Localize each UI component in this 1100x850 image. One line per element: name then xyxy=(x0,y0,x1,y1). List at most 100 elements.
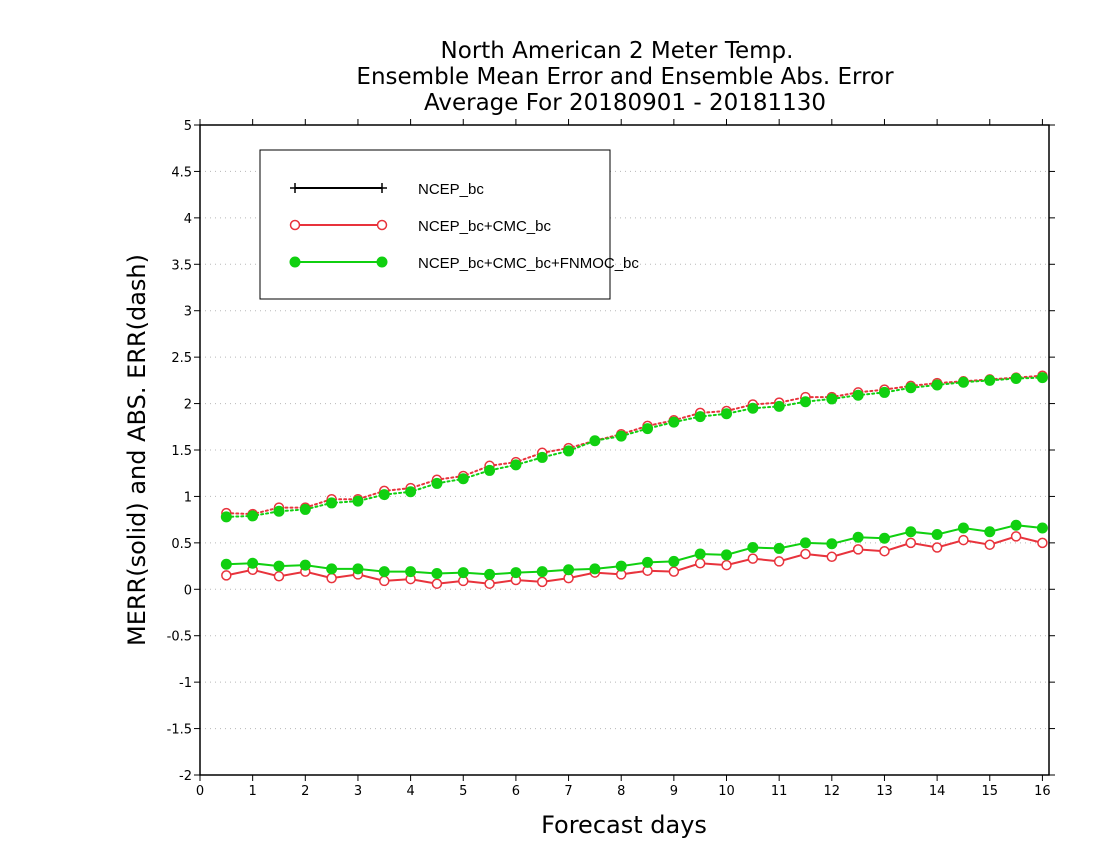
y-tick-label: 4.5 xyxy=(171,165,192,180)
abs-err-point-series-2 xyxy=(694,411,706,423)
merr-point-series-1 xyxy=(1037,537,1048,549)
abs-err-point-series-2 xyxy=(721,408,733,420)
y-tick-label: 5 xyxy=(184,119,192,134)
abs-err-point-series-2 xyxy=(1036,372,1048,384)
abs-err-point-series-2 xyxy=(563,445,575,457)
merr-point-series-2 xyxy=(1010,519,1022,531)
abs-err-point-series-2 xyxy=(589,435,601,447)
abs-err-point-series-2 xyxy=(984,374,996,386)
abs-err-point-series-2 xyxy=(615,430,627,442)
abs-err-point-series-2 xyxy=(220,511,232,523)
abs-err-point-series-2 xyxy=(642,423,654,435)
merr-point-series-2 xyxy=(931,529,943,540)
y-axis-label: MERR(solid) and ABS. ERR(dash) xyxy=(123,254,151,646)
merr-point-series-2 xyxy=(1036,522,1048,534)
x-tick-label: 15 xyxy=(981,784,998,799)
merr-point-series-2 xyxy=(852,531,864,543)
abs-err-point-series-2 xyxy=(905,382,917,394)
legend-marker xyxy=(376,219,388,231)
abs-err-point-series-2 xyxy=(878,386,890,398)
abs-err-point-series-2 xyxy=(852,389,864,401)
y-tick-label: 2 xyxy=(184,398,192,413)
merr-point-series-2 xyxy=(642,556,654,568)
merr-point-series-2 xyxy=(299,559,311,571)
merr-point-series-2 xyxy=(957,522,969,534)
merr-point-series-1 xyxy=(800,548,811,560)
merr-point-series-2 xyxy=(694,548,706,560)
abs-err-point-series-2 xyxy=(957,376,969,388)
abs-err-point-series-2 xyxy=(799,396,811,408)
merr-point-series-2 xyxy=(747,542,759,553)
merr-point-series-1 xyxy=(431,578,443,589)
abs-err-point-series-2 xyxy=(931,379,943,391)
chart-title-line-1: North American 2 Meter Temp. xyxy=(441,38,794,64)
merr-point-series-2 xyxy=(273,560,285,572)
abs-err-point-series-2 xyxy=(826,393,838,405)
axis-ticks: -2-1.5-1-0.500.511.522.533.544.550 1 2 3 4 5 6… xyxy=(167,119,1055,799)
merr-point-series-2 xyxy=(220,558,232,570)
legend-marker xyxy=(289,256,301,268)
merr-point-series-2 xyxy=(721,549,733,561)
merr-point-series-1 xyxy=(694,558,706,569)
y-tick-label: 0 xyxy=(184,583,192,598)
x-tick-label: 2 xyxy=(301,784,309,799)
y-tick-label: -2 xyxy=(179,769,192,784)
abs-err-point-series-2 xyxy=(747,402,759,414)
merr-point-series-2 xyxy=(589,563,601,575)
merr-point-series-2 xyxy=(431,568,443,579)
merr-point-series-2 xyxy=(773,542,785,554)
x-tick-label: 7 xyxy=(564,784,572,799)
x-tick-label: 10 xyxy=(718,784,735,799)
x-axis-label: Forecast days xyxy=(541,811,707,839)
merr-point-series-2 xyxy=(352,563,364,575)
legend-marker xyxy=(290,183,300,193)
abs-err-point-series-2 xyxy=(273,505,285,517)
merr-point-series-2 xyxy=(563,564,575,576)
merr-point-series-2 xyxy=(405,566,417,578)
merr-point-series-1 xyxy=(721,559,732,571)
merr-point-series-1 xyxy=(536,576,548,588)
merr-point-series-1 xyxy=(326,572,337,584)
x-tick-label: 8 xyxy=(617,784,625,799)
merr-point-series-1 xyxy=(984,539,996,550)
y-tick-label: 4 xyxy=(184,212,192,227)
legend-label: NCEP_bc xyxy=(418,181,484,198)
merr-point-series-1 xyxy=(879,545,890,557)
abs-err-point-series-2 xyxy=(326,497,338,509)
merr-point-series-1 xyxy=(747,553,759,564)
merr-point-series-1 xyxy=(221,570,232,581)
merr-point-series-1 xyxy=(668,566,680,577)
merr-point-series-2 xyxy=(905,526,917,538)
abs-err-point-series-2 xyxy=(668,416,680,428)
merr-point-series-2 xyxy=(378,566,390,578)
abs-err-point-series-2 xyxy=(378,489,390,501)
x-tick-label: 13 xyxy=(876,784,893,799)
plot-series xyxy=(220,370,1048,589)
merr-point-series-1 xyxy=(931,542,943,553)
y-tick-label: 3 xyxy=(184,305,192,320)
chart-title-line-3: Average For 20180901 - 20181130 xyxy=(424,90,826,116)
y-tick-label: -1.5 xyxy=(167,723,192,738)
x-tick-label: 0 xyxy=(196,784,204,799)
x-tick-label: 11 xyxy=(771,784,788,799)
merr-point-series-1 xyxy=(905,537,917,549)
merr-point-series-2 xyxy=(457,567,469,579)
merr-point-series-2 xyxy=(510,567,522,579)
merr-point-series-1 xyxy=(852,544,864,555)
merr-point-series-2 xyxy=(615,560,627,572)
x-tick-label: 16 xyxy=(1034,784,1051,799)
x-tick-label: 4 xyxy=(406,784,414,799)
abs-err-point-series-2 xyxy=(1010,373,1022,384)
legend-label: NCEP_bc+CMC_bc xyxy=(418,218,551,235)
abs-err-point-series-2 xyxy=(484,464,496,476)
abs-err-point-series-2 xyxy=(405,486,417,498)
abs-err-point-series-2 xyxy=(536,451,548,463)
legend: NCEP_bc NCEP_bc+CMC_bc NCEP_bc+CMC_bc+FNMO… xyxy=(259,149,639,300)
merr-point-series-2 xyxy=(247,557,259,569)
y-tick-label: 3.5 xyxy=(171,258,192,273)
merr-point-series-1 xyxy=(773,556,785,567)
merr-point-series-2 xyxy=(484,568,496,580)
x-tick-label: 3 xyxy=(354,784,362,799)
legend-label: NCEP_bc+CMC_bc+FNMOC_bc xyxy=(418,255,639,272)
